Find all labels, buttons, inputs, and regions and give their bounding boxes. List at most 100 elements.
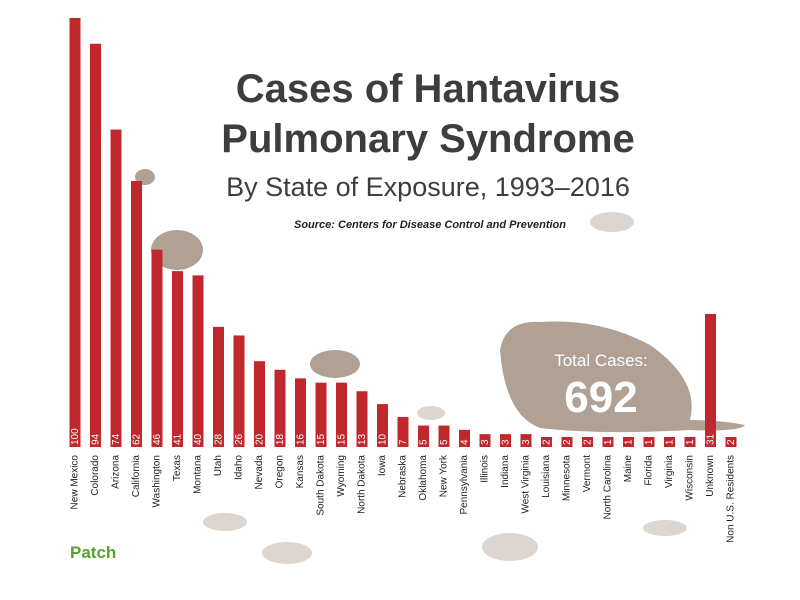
x-tick-label: Idaho bbox=[234, 455, 245, 480]
value-label-box bbox=[684, 437, 696, 447]
value-label: 2 bbox=[542, 439, 553, 445]
value-label: 5 bbox=[419, 439, 430, 445]
x-tick-label: Unknown bbox=[705, 455, 716, 497]
bar bbox=[90, 43, 101, 448]
value-label: 4 bbox=[460, 439, 471, 445]
bar bbox=[336, 382, 347, 447]
chart-title: Pulmonary Syndrome bbox=[221, 117, 634, 161]
value-label: 46 bbox=[152, 433, 163, 445]
x-tick-label: South Dakota bbox=[316, 455, 327, 516]
value-label: 5 bbox=[439, 439, 450, 445]
x-tick-label: Nevada bbox=[254, 455, 265, 490]
x-tick-label: North Carolina bbox=[603, 455, 614, 520]
x-tick-label: Non U.S. Residents bbox=[726, 455, 737, 543]
x-tick-label: California bbox=[131, 455, 142, 498]
bar bbox=[69, 18, 81, 447]
bar bbox=[254, 361, 265, 447]
value-label-box bbox=[643, 437, 655, 447]
total-value: 692 bbox=[564, 373, 637, 422]
value-label: 15 bbox=[337, 433, 348, 445]
value-label-box bbox=[705, 431, 716, 447]
bar bbox=[418, 425, 429, 447]
bar bbox=[295, 378, 306, 447]
value-label-box bbox=[725, 437, 737, 447]
value-label-box bbox=[295, 431, 306, 447]
value-label: 94 bbox=[91, 433, 102, 445]
value-label-box bbox=[213, 431, 224, 447]
value-label: 41 bbox=[173, 433, 184, 445]
x-tick-label: Washington bbox=[152, 455, 163, 507]
value-label: 2 bbox=[562, 439, 573, 445]
bar bbox=[397, 416, 409, 447]
bar bbox=[172, 271, 183, 447]
x-tick-label: West Virginia bbox=[521, 455, 532, 514]
value-label-box bbox=[582, 437, 593, 447]
value-label: 2 bbox=[583, 439, 594, 445]
value-label: 3 bbox=[501, 439, 512, 445]
bar bbox=[705, 314, 716, 447]
bar bbox=[233, 335, 245, 447]
x-tick-label: Virginia bbox=[664, 455, 675, 489]
x-tick-label: Florida bbox=[644, 455, 655, 486]
x-tick-label: Minnesota bbox=[562, 455, 573, 502]
bar bbox=[274, 369, 286, 447]
value-label: 13 bbox=[357, 433, 368, 445]
value-label-box bbox=[418, 437, 429, 447]
x-tick-label: Illinois bbox=[480, 455, 491, 483]
value-label: 1 bbox=[603, 439, 614, 445]
x-tick-label: Wisconsin bbox=[685, 455, 696, 501]
value-label: 40 bbox=[193, 433, 204, 445]
decorative-rats bbox=[203, 212, 687, 564]
value-label-box bbox=[356, 431, 368, 447]
value-label-box bbox=[254, 431, 265, 447]
x-tick-label: Iowa bbox=[377, 455, 388, 477]
value-label-box bbox=[377, 431, 388, 447]
rat-silhouettes bbox=[135, 169, 745, 433]
bar bbox=[377, 404, 388, 447]
value-label: 100 bbox=[70, 428, 81, 445]
bar bbox=[356, 391, 368, 447]
chart-subtitle: By State of Exposure, 1993–2016 bbox=[226, 172, 630, 202]
x-tick-label: Utah bbox=[213, 455, 224, 476]
x-tick-label: Montana bbox=[193, 455, 204, 494]
value-label-box bbox=[172, 431, 183, 447]
value-label-box bbox=[90, 431, 101, 447]
bar bbox=[151, 249, 163, 447]
value-label-box bbox=[131, 431, 142, 447]
x-tick-label: Wyoming bbox=[336, 455, 347, 497]
value-label-box bbox=[233, 431, 245, 447]
value-label: 1 bbox=[665, 439, 676, 445]
x-tick-label: Arizona bbox=[111, 455, 122, 489]
value-label: 7 bbox=[398, 439, 409, 445]
value-label-box bbox=[438, 437, 450, 447]
x-tick-label: Maine bbox=[623, 455, 634, 483]
bar bbox=[438, 425, 450, 447]
value-label: 3 bbox=[521, 439, 532, 445]
value-label: 15 bbox=[316, 433, 327, 445]
x-tick-label: Louisiana bbox=[541, 455, 552, 498]
x-tick-label: Kansas bbox=[295, 455, 306, 488]
value-label-box bbox=[397, 437, 409, 447]
x-tick-label: Pennsylvania bbox=[459, 455, 470, 515]
value-label-box bbox=[500, 437, 511, 447]
value-label-box bbox=[192, 431, 204, 447]
value-label: 62 bbox=[132, 433, 143, 445]
bar bbox=[192, 275, 204, 447]
value-label-box bbox=[602, 437, 614, 447]
value-label: 20 bbox=[255, 433, 266, 445]
chart-title: Cases of Hantavirus bbox=[236, 67, 621, 111]
x-tick-label: Vermont bbox=[582, 455, 593, 492]
value-label: 31 bbox=[706, 433, 717, 445]
x-tick-label: Colorado bbox=[90, 455, 101, 496]
value-label-box bbox=[69, 425, 81, 447]
value-label: 3 bbox=[480, 439, 491, 445]
value-label-box bbox=[151, 431, 163, 447]
value-label-box bbox=[110, 431, 122, 447]
bar bbox=[110, 129, 122, 448]
value-label: 10 bbox=[378, 433, 389, 445]
x-tick-label: New Mexico bbox=[70, 455, 81, 510]
logo: Patch bbox=[70, 543, 116, 562]
value-label-box bbox=[459, 437, 470, 447]
total-label: Total Cases: bbox=[554, 351, 648, 370]
